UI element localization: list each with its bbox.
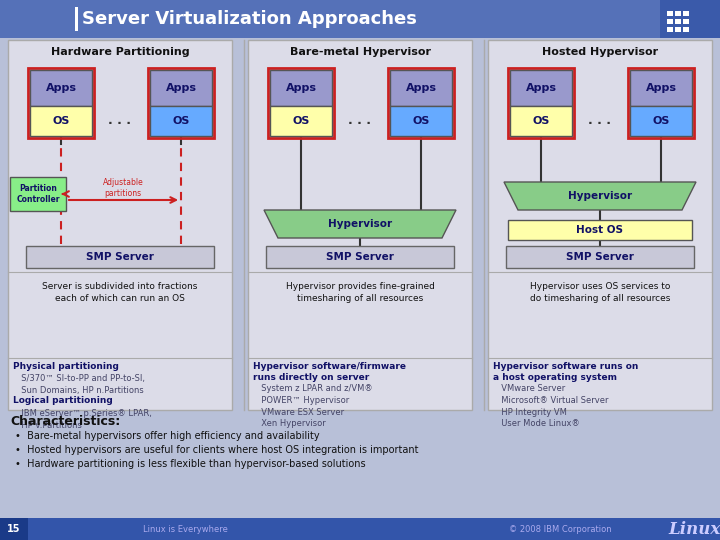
Text: . . .: . . . (348, 114, 372, 127)
Polygon shape (504, 182, 696, 210)
FancyBboxPatch shape (510, 70, 572, 106)
FancyBboxPatch shape (506, 246, 694, 268)
Text: timesharing of all resources: timesharing of all resources (297, 294, 423, 303)
Text: Hypervisor: Hypervisor (328, 219, 392, 229)
FancyBboxPatch shape (667, 27, 673, 32)
Text: Apps: Apps (526, 83, 557, 93)
FancyBboxPatch shape (675, 19, 681, 24)
Text: Linux: Linux (669, 521, 720, 537)
FancyBboxPatch shape (630, 70, 692, 106)
FancyBboxPatch shape (390, 70, 452, 106)
Text: Hypervisor uses OS services to: Hypervisor uses OS services to (530, 282, 670, 291)
Text: OS: OS (53, 116, 70, 126)
Text: Bare-metal Hypervisor: Bare-metal Hypervisor (289, 47, 431, 57)
Text: Apps: Apps (405, 83, 436, 93)
Text: •  Bare-metal hypervisors offer high efficiency and availability: • Bare-metal hypervisors offer high effi… (15, 431, 320, 441)
Text: •  Hosted hypervisors are useful for clients where host OS integration is import: • Hosted hypervisors are useful for clie… (15, 445, 418, 455)
FancyBboxPatch shape (630, 106, 692, 136)
Text: Hypervisor: Hypervisor (568, 191, 632, 201)
Text: System z LPAR and z/VM®
  POWER™ Hypervisor
  VMware ESX Server
  Xen Hypervisor: System z LPAR and z/VM® POWER™ Hyperviso… (256, 384, 373, 428)
Text: each of which can run an OS: each of which can run an OS (55, 294, 185, 303)
Text: . . .: . . . (588, 114, 611, 127)
Text: Partition
Controller: Partition Controller (17, 184, 60, 204)
Text: •  Hardware partitioning is less flexible than hypervisor-based solutions: • Hardware partitioning is less flexible… (15, 459, 366, 469)
Text: Apps: Apps (646, 83, 677, 93)
Text: Physical partitioning: Physical partitioning (13, 362, 119, 371)
FancyBboxPatch shape (10, 177, 66, 211)
Text: SMP Server: SMP Server (566, 252, 634, 262)
FancyBboxPatch shape (75, 7, 78, 31)
FancyBboxPatch shape (660, 0, 720, 38)
FancyBboxPatch shape (683, 19, 689, 24)
FancyBboxPatch shape (248, 40, 472, 410)
Text: OS: OS (292, 116, 310, 126)
Polygon shape (264, 210, 456, 238)
FancyBboxPatch shape (270, 70, 332, 106)
Text: do timesharing of all resources: do timesharing of all resources (530, 294, 670, 303)
Text: OS: OS (532, 116, 549, 126)
Text: OS: OS (652, 116, 670, 126)
Text: 15: 15 (7, 524, 21, 534)
Text: Hypervisor software/firmware
runs directly on server: Hypervisor software/firmware runs direct… (253, 362, 406, 382)
Text: Server Virtualization Approaches: Server Virtualization Approaches (82, 10, 417, 28)
FancyBboxPatch shape (675, 27, 681, 32)
Text: IBM eServer™ p.Series® LPAR,
  HP v.Partitions: IBM eServer™ p.Series® LPAR, HP v.Partit… (16, 409, 152, 430)
FancyBboxPatch shape (26, 246, 214, 268)
Text: Apps: Apps (166, 83, 197, 93)
FancyBboxPatch shape (266, 246, 454, 268)
Text: SMP Server: SMP Server (86, 252, 154, 262)
Text: . . .: . . . (109, 114, 132, 127)
FancyBboxPatch shape (667, 19, 673, 24)
FancyBboxPatch shape (683, 27, 689, 32)
Text: Hardware Partitioning: Hardware Partitioning (50, 47, 189, 57)
Text: Host OS: Host OS (577, 225, 624, 235)
Text: Hypervisor provides fine-grained: Hypervisor provides fine-grained (286, 282, 434, 291)
FancyBboxPatch shape (0, 38, 720, 518)
Text: OS: OS (413, 116, 430, 126)
Text: Adjustable
partitions: Adjustable partitions (103, 178, 143, 198)
Text: Apps: Apps (286, 83, 317, 93)
FancyBboxPatch shape (488, 40, 712, 410)
Text: Linux is Everywhere: Linux is Everywhere (143, 524, 228, 534)
FancyBboxPatch shape (683, 11, 689, 16)
FancyBboxPatch shape (675, 11, 681, 16)
FancyBboxPatch shape (270, 106, 332, 136)
Text: Apps: Apps (45, 83, 76, 93)
FancyBboxPatch shape (510, 106, 572, 136)
FancyBboxPatch shape (150, 70, 212, 106)
Text: OS: OS (172, 116, 189, 126)
FancyBboxPatch shape (8, 40, 232, 410)
Text: © 2008 IBM Corporation: © 2008 IBM Corporation (509, 524, 611, 534)
Text: Hypervisor software runs on
a host operating system: Hypervisor software runs on a host opera… (493, 362, 639, 382)
FancyBboxPatch shape (150, 106, 212, 136)
Text: VMware Server
  Microsoft® Virtual Server
  HP Integrity VM
  User Mode Linux®: VMware Server Microsoft® Virtual Server … (496, 384, 608, 428)
Text: SMP Server: SMP Server (326, 252, 394, 262)
Text: Server is subdivided into fractions: Server is subdivided into fractions (42, 282, 198, 291)
Text: Characteristics:: Characteristics: (10, 415, 120, 428)
Text: S/370™ SI-to-PP and PP-to-SI,
  Sun Domains, HP n.Partitions: S/370™ SI-to-PP and PP-to-SI, Sun Domain… (16, 374, 145, 395)
FancyBboxPatch shape (0, 518, 28, 540)
FancyBboxPatch shape (30, 106, 92, 136)
FancyBboxPatch shape (0, 518, 720, 540)
FancyBboxPatch shape (0, 0, 720, 38)
FancyBboxPatch shape (390, 106, 452, 136)
Text: Hosted Hypervisor: Hosted Hypervisor (542, 47, 658, 57)
FancyBboxPatch shape (667, 11, 673, 16)
FancyBboxPatch shape (508, 220, 692, 240)
Text: Logical partitioning: Logical partitioning (13, 396, 113, 405)
FancyBboxPatch shape (30, 70, 92, 106)
